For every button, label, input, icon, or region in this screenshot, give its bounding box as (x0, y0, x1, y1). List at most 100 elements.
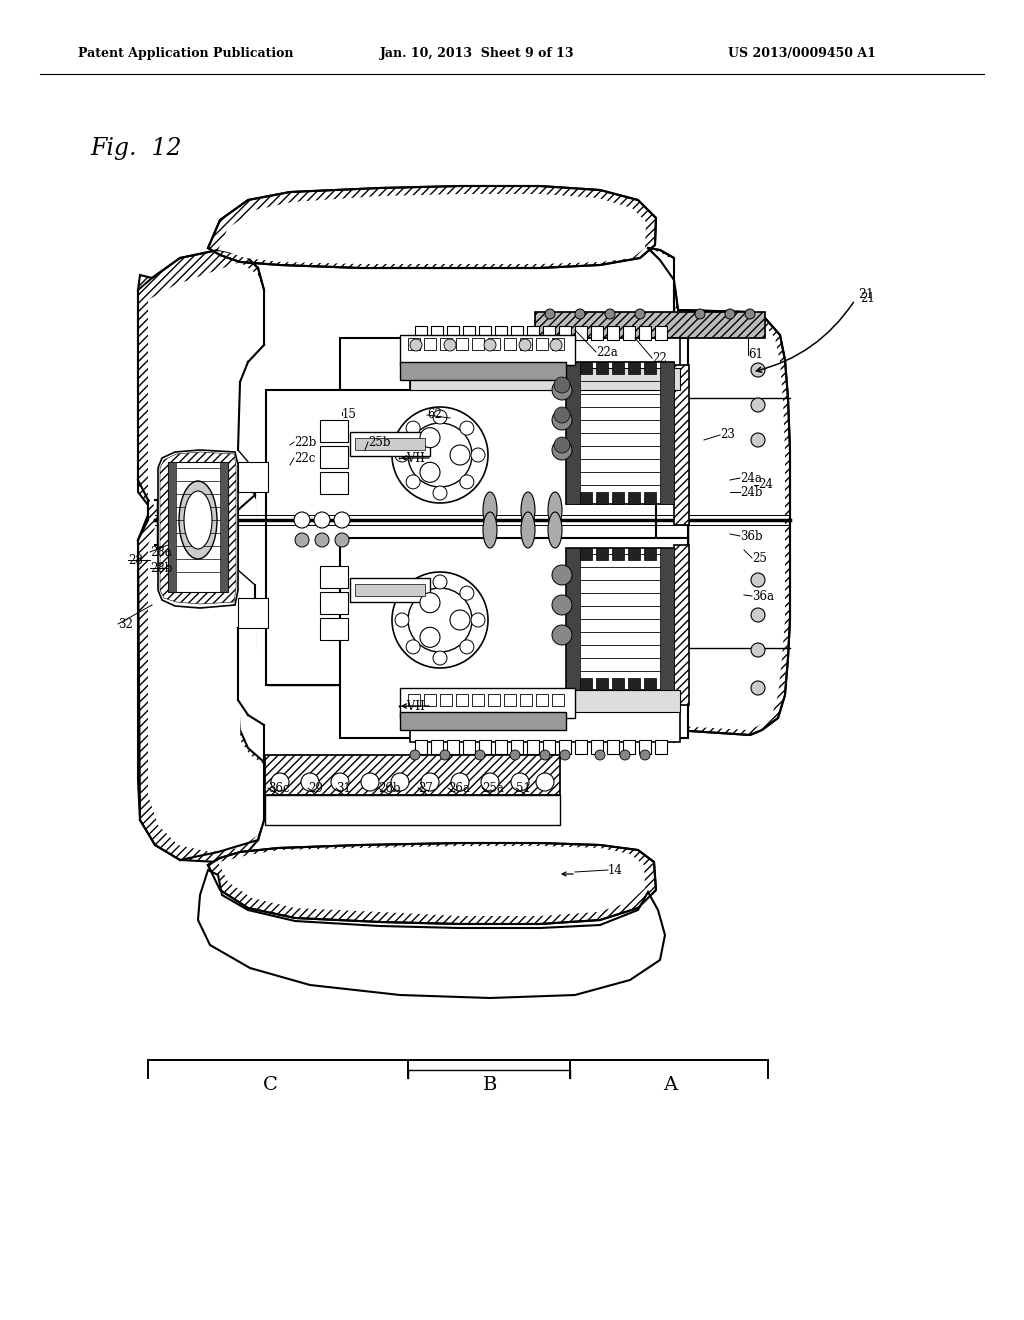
Bar (220, 462, 228, 591)
Circle shape (395, 447, 409, 462)
Circle shape (420, 462, 440, 482)
Text: 23: 23 (720, 429, 735, 441)
Circle shape (635, 309, 645, 319)
Text: ←VII: ←VII (398, 700, 426, 713)
Circle shape (751, 643, 765, 657)
Bar (410, 338, 680, 389)
Bar (472, 694, 484, 706)
Bar (660, 548, 674, 690)
Text: 24a: 24a (740, 471, 762, 484)
Bar (319, 446, 348, 469)
Bar (504, 694, 516, 706)
Text: 28: 28 (128, 553, 142, 566)
Circle shape (301, 774, 319, 791)
Circle shape (545, 309, 555, 319)
Bar (559, 741, 571, 754)
Bar (424, 694, 436, 706)
Bar (350, 578, 430, 602)
Bar (266, 389, 656, 685)
Text: 28b: 28b (150, 561, 172, 574)
Circle shape (471, 612, 485, 627)
Circle shape (433, 651, 447, 665)
Circle shape (484, 339, 496, 351)
Bar (612, 678, 624, 690)
Bar (566, 548, 674, 690)
Text: 62: 62 (427, 408, 442, 421)
Bar (265, 755, 560, 795)
Text: C: C (262, 1076, 278, 1094)
Text: 26a: 26a (449, 781, 470, 795)
Bar (543, 326, 555, 341)
Circle shape (595, 750, 605, 760)
Bar (447, 326, 459, 341)
Bar (456, 694, 468, 706)
Bar (408, 694, 420, 706)
Bar (340, 338, 688, 539)
Circle shape (552, 411, 572, 430)
Bar (447, 741, 459, 754)
Bar (265, 755, 560, 795)
Bar (472, 338, 484, 350)
Bar (566, 362, 674, 504)
Circle shape (540, 750, 550, 760)
Bar (488, 694, 500, 706)
Bar (431, 741, 443, 754)
Circle shape (751, 609, 765, 622)
Text: 22: 22 (652, 351, 667, 364)
Bar (355, 583, 425, 597)
Text: 25a: 25a (482, 781, 504, 795)
Text: 22c: 22c (294, 451, 315, 465)
Circle shape (295, 533, 309, 546)
Bar (596, 362, 608, 374)
Circle shape (481, 774, 499, 791)
Circle shape (460, 421, 474, 436)
Text: 25b: 25b (368, 436, 390, 449)
Circle shape (552, 440, 572, 459)
Circle shape (433, 486, 447, 500)
Ellipse shape (521, 492, 535, 528)
Bar (543, 741, 555, 754)
Polygon shape (648, 248, 790, 735)
Circle shape (294, 512, 310, 528)
Bar (628, 492, 640, 504)
Text: Fig.  12: Fig. 12 (90, 136, 181, 160)
Bar (566, 362, 580, 504)
Bar (495, 741, 507, 754)
Text: 27: 27 (418, 781, 433, 795)
Bar (628, 678, 640, 690)
Circle shape (395, 612, 409, 627)
Circle shape (751, 399, 765, 412)
Circle shape (314, 512, 330, 528)
Text: Patent Application Publication: Patent Application Publication (78, 48, 294, 61)
Bar (479, 326, 490, 341)
Polygon shape (208, 186, 656, 268)
Bar (591, 741, 603, 754)
Bar (552, 338, 564, 350)
Bar (644, 678, 656, 690)
Circle shape (695, 309, 705, 319)
Bar (596, 548, 608, 560)
Bar (580, 492, 592, 504)
Bar (644, 548, 656, 560)
Bar (612, 548, 624, 560)
Bar (511, 326, 523, 341)
Bar (655, 741, 667, 754)
Text: 32: 32 (118, 618, 133, 631)
Text: 29: 29 (308, 781, 323, 795)
Bar (400, 362, 566, 380)
Polygon shape (650, 249, 785, 730)
Bar (644, 492, 656, 504)
Circle shape (554, 378, 570, 393)
Bar (495, 326, 507, 341)
Circle shape (552, 565, 572, 585)
Bar (400, 711, 566, 730)
Polygon shape (138, 249, 264, 862)
Circle shape (271, 774, 289, 791)
Bar (408, 338, 420, 350)
Bar (265, 795, 560, 825)
Bar (400, 335, 575, 366)
Bar (504, 338, 516, 350)
Bar (415, 326, 427, 341)
Bar (580, 548, 592, 560)
Bar (655, 326, 667, 341)
